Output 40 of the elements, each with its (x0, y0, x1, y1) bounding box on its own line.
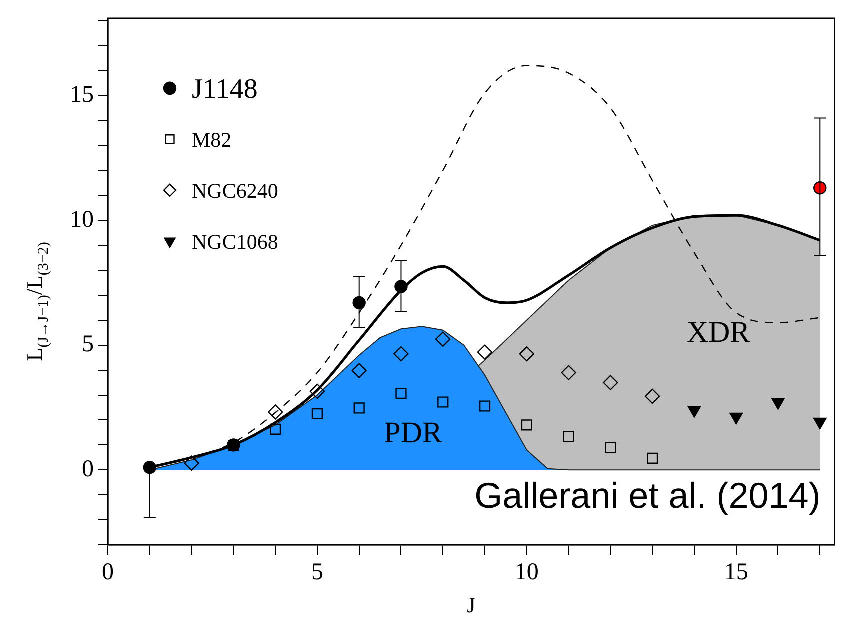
point (438, 396, 449, 408)
y-tick-label: 0 (82, 456, 94, 482)
point (436, 332, 451, 347)
x-tick-label: 15 (724, 560, 748, 586)
point (644, 388, 660, 404)
legend-label: J1148 (192, 74, 258, 105)
x-tick-label: 0 (102, 560, 114, 586)
legend-label: NGC1068 (192, 230, 278, 254)
y-tick-label: 10 (70, 206, 94, 233)
y-axis-title: L(J→J−1)/L(3−2) (22, 242, 52, 362)
point (310, 384, 326, 400)
y-tick-label: 15 (70, 82, 94, 108)
point (603, 375, 618, 390)
x-tick-label: 5 (311, 560, 324, 586)
point (605, 442, 616, 454)
point (521, 420, 532, 431)
point (312, 408, 323, 420)
point (268, 404, 284, 420)
point (561, 365, 576, 380)
point (394, 280, 408, 294)
point (396, 388, 407, 400)
y-tick-label: 5 (82, 332, 94, 358)
point (184, 456, 200, 471)
legend-label: NGC6240 (192, 178, 278, 203)
point (479, 400, 491, 412)
x-tick-label: 10 (514, 560, 539, 586)
point (354, 402, 365, 414)
annotation: XDR (686, 316, 750, 350)
point (394, 346, 409, 362)
point (563, 431, 574, 442)
annotation: PDR (384, 416, 442, 450)
point (352, 363, 367, 378)
point (519, 346, 535, 362)
point (647, 452, 658, 464)
annotation: Gallerani et al. (2014) (474, 474, 821, 516)
x-axis-title: J (467, 592, 476, 618)
point (352, 296, 366, 310)
point (270, 424, 282, 435)
point (477, 344, 493, 360)
legend-label: M82 (192, 128, 232, 152)
